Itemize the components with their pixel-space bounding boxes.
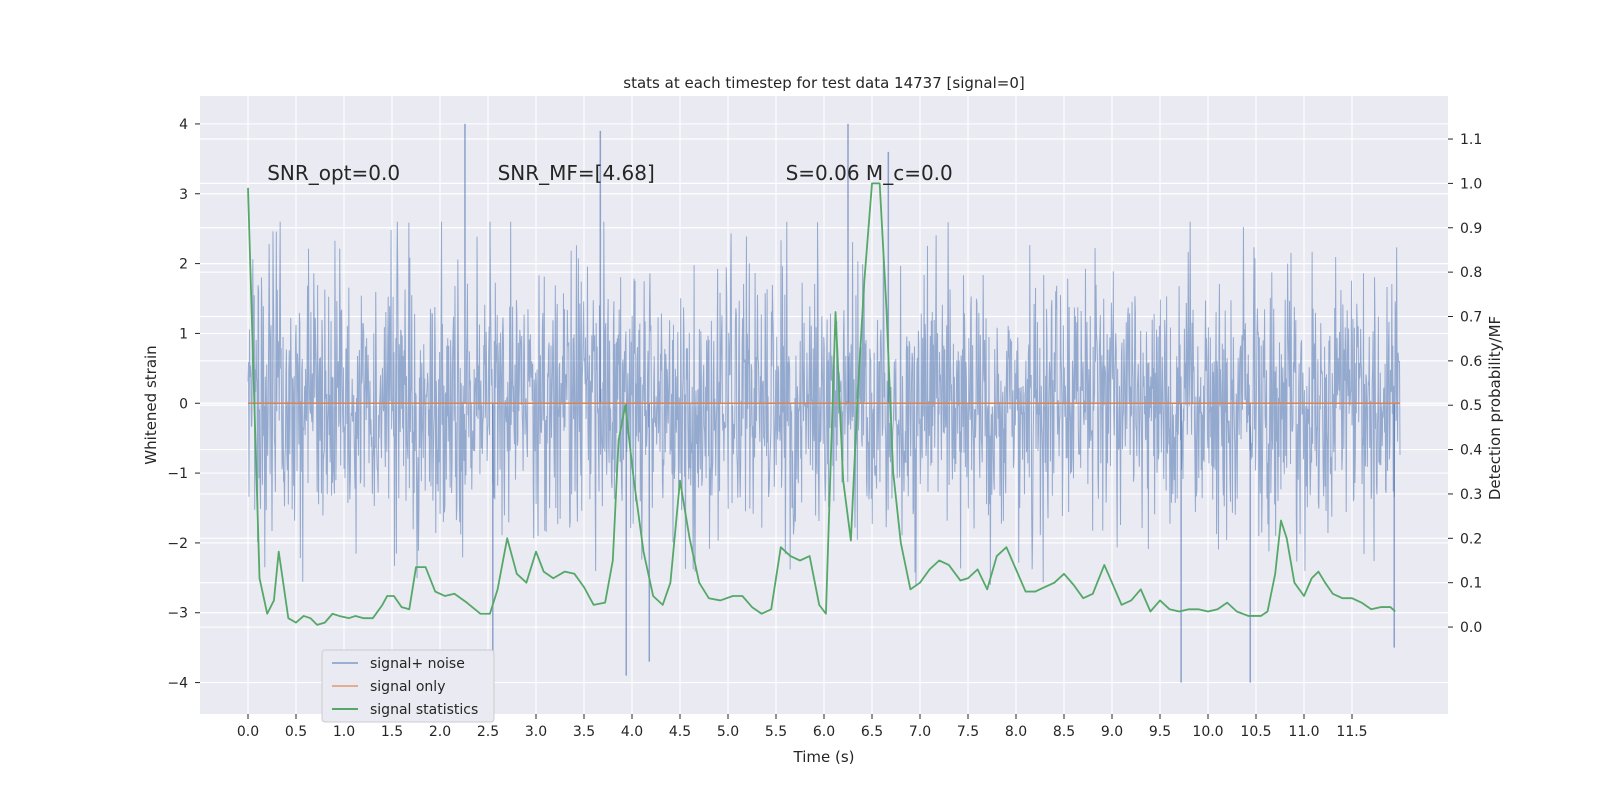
x-tick-label: 7.0 [909, 724, 931, 740]
annotation-text: SNR_MF=[4.68] [498, 161, 655, 185]
annotation-text: S=0.06 M_c=0.0 [786, 161, 953, 185]
y-axis-left-label: Whitened strain [142, 345, 160, 464]
x-tick-label: 1.5 [381, 724, 403, 740]
legend-label-signal-only: signal only [370, 679, 445, 695]
legend-box [321, 649, 495, 723]
y-right-tick-label: 0.4 [1460, 443, 1482, 459]
x-tick-label: 9.0 [1101, 724, 1123, 740]
signal-statistics-line [247, 182, 1396, 626]
x-tick-label: 3.0 [525, 724, 547, 740]
x-tick-label: 10.0 [1192, 724, 1223, 740]
y-right-tick-label: 0.9 [1460, 221, 1482, 237]
y-right-tick-label: 0.0 [1460, 620, 1482, 636]
y-right-tick-label: 0.1 [1460, 576, 1482, 592]
noise-trace [247, 221, 1401, 585]
y-right-tick-label: 0.5 [1460, 398, 1482, 414]
x-tick-label: 6.0 [813, 724, 835, 740]
x-tick-label: 4.0 [621, 724, 643, 740]
x-tick-label: 2.5 [477, 724, 499, 740]
x-tick-label: 5.5 [765, 724, 787, 740]
y-left-tick-label: 2 [179, 257, 188, 273]
x-tick-label: 4.5 [669, 724, 691, 740]
x-tick-label: 5.0 [717, 724, 739, 740]
annotation-text: SNR_opt=0.0 [267, 161, 400, 185]
y-right-tick-label: 0.6 [1460, 354, 1482, 370]
x-tick-label: 3.5 [573, 724, 595, 740]
legend-label-signal-statistics: signal statistics [370, 702, 478, 718]
annotations: SNR_opt=0.0 SNR_MF=[4.68] S=0.06 M_c=0.0 [267, 161, 953, 185]
x-tick-label: 9.5 [1149, 724, 1171, 740]
x-tick-label: 6.5 [861, 724, 883, 740]
y-left-tick-label: 1 [179, 326, 188, 342]
x-tick-label: 1.0 [333, 724, 355, 740]
y-left-tick-label: 3 [179, 187, 188, 203]
y-left-tick-label: −1 [167, 466, 188, 482]
x-tick-label: 8.0 [1005, 724, 1027, 740]
tick-labels: 0.0 0.5 1.0 1.5 2.0 2.5 3.0 3.5 4.0 4.5 5.0 5.5 6.0 6… [167, 117, 1482, 740]
y-right-tick-label: 0.8 [1460, 265, 1482, 281]
x-axis-label: Time (s) [793, 748, 855, 766]
y-left-tick-label: 4 [179, 117, 188, 133]
x-tick-label: 10.5 [1240, 724, 1271, 740]
legend-label-signal-noise: signal+ noise [370, 656, 465, 672]
x-tick-label: 0.5 [285, 724, 307, 740]
y-axis-right-label: Detection probability/MF [1486, 316, 1504, 500]
y-right-tick-label: 0.2 [1460, 531, 1482, 547]
x-tick-label: 0.0 [237, 724, 259, 740]
x-tick-label: 8.5 [1053, 724, 1075, 740]
y-right-tick-label: 0.3 [1460, 487, 1482, 503]
y-left-tick-label: −2 [167, 536, 188, 552]
x-tick-label: 11.0 [1288, 724, 1319, 740]
legend: signal+ noise signal only signal statist… [321, 649, 495, 723]
x-tick-label: 2.0 [429, 724, 451, 740]
y-right-tick-label: 1.1 [1460, 132, 1482, 148]
y-left-tick-label: −4 [167, 676, 188, 692]
y-right-tick-label: 1.0 [1460, 176, 1482, 192]
x-tick-label: 7.5 [957, 724, 979, 740]
series-signal-statistics [247, 182, 1396, 626]
chart-title: stats at each timestep for test data 147… [623, 74, 1024, 92]
x-tick-label: 11.5 [1336, 724, 1367, 740]
y-right-tick-label: 0.7 [1460, 309, 1482, 325]
y-left-tick-label: −3 [167, 606, 188, 622]
series-signal-noise [247, 123, 1401, 683]
y-left-tick-label: 0 [179, 396, 188, 412]
